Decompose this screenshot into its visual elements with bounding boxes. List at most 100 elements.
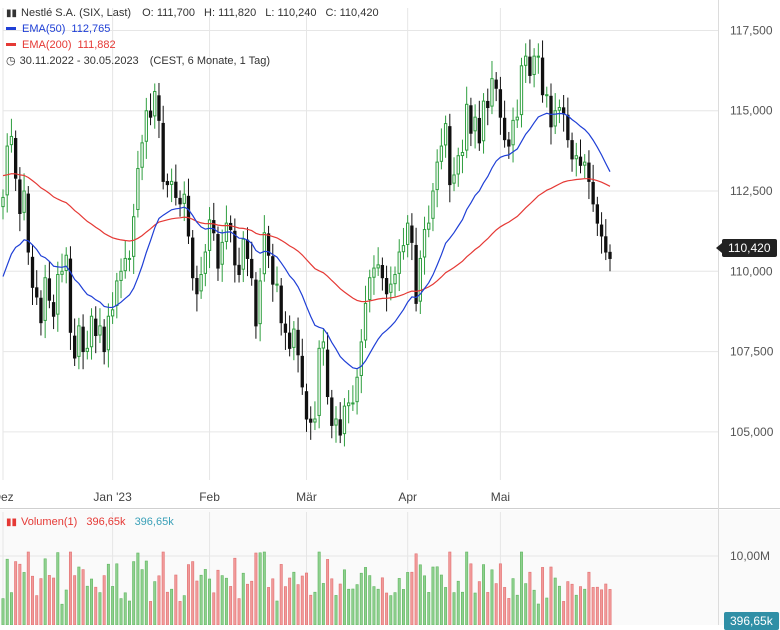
candle-body bbox=[26, 193, 30, 253]
candle-body bbox=[549, 95, 553, 128]
candle-body bbox=[498, 89, 503, 118]
volume-bar bbox=[583, 588, 587, 625]
volume-bar bbox=[275, 600, 279, 625]
volume-bar bbox=[203, 569, 207, 625]
volume-bar bbox=[579, 586, 582, 625]
volume-bar bbox=[553, 577, 557, 625]
candle-body bbox=[85, 347, 89, 352]
volume-bar bbox=[401, 589, 405, 625]
volume-bar bbox=[330, 578, 334, 625]
candle-body bbox=[342, 405, 347, 435]
candle-body bbox=[418, 257, 422, 302]
candle-body bbox=[35, 287, 39, 298]
volume-bar bbox=[296, 584, 300, 625]
volume-bar bbox=[246, 583, 249, 625]
volume-bar bbox=[229, 586, 233, 625]
candle-body bbox=[578, 156, 583, 166]
volume-bar bbox=[241, 572, 245, 625]
candle-body bbox=[427, 222, 431, 230]
candle-body bbox=[304, 391, 309, 420]
volume-bar bbox=[279, 564, 283, 625]
last-volume-tag: 396,65k bbox=[724, 612, 779, 630]
candle-body bbox=[359, 341, 363, 376]
candle-body bbox=[136, 168, 140, 210]
price-tick-label: 117,500 bbox=[730, 23, 773, 37]
volume-bar bbox=[127, 600, 131, 625]
candle-body bbox=[60, 270, 64, 275]
volume-bar bbox=[300, 575, 304, 625]
candle-body bbox=[524, 55, 528, 66]
volume-bar bbox=[85, 585, 89, 625]
candle-body bbox=[351, 402, 355, 405]
time-tick-label: Mär bbox=[296, 490, 317, 504]
candle-body bbox=[275, 283, 279, 286]
candle-body bbox=[591, 182, 595, 205]
candle-body bbox=[595, 204, 600, 224]
low-label: L: bbox=[265, 7, 275, 19]
volume-bar bbox=[94, 586, 98, 625]
volume-bar bbox=[587, 571, 591, 625]
candle-body bbox=[43, 277, 47, 321]
volume-bar bbox=[136, 552, 140, 625]
candle-body bbox=[258, 280, 262, 325]
candle-body bbox=[56, 274, 60, 315]
volume-bar bbox=[511, 578, 515, 625]
candle-body bbox=[266, 233, 271, 256]
candle-body bbox=[279, 285, 283, 324]
volume-bar bbox=[376, 588, 380, 625]
candle-body bbox=[380, 265, 385, 279]
time-tick-label: Mai bbox=[491, 490, 510, 504]
volume-bar bbox=[326, 559, 330, 625]
volume-bar bbox=[604, 583, 608, 625]
volume-bar bbox=[199, 574, 203, 625]
candle-body bbox=[169, 180, 174, 185]
candle-body bbox=[271, 256, 275, 285]
volume-bar bbox=[541, 567, 545, 625]
price-tick-label: 112,500 bbox=[730, 184, 773, 198]
volume-bar bbox=[490, 569, 494, 625]
candle-body bbox=[13, 138, 18, 179]
volume-bar bbox=[385, 592, 389, 625]
volume-bar bbox=[566, 581, 570, 625]
volume-icon: ▮▮ bbox=[6, 517, 18, 528]
price-panel bbox=[0, 0, 780, 508]
candle-body bbox=[460, 151, 465, 157]
candle-body bbox=[77, 325, 81, 357]
candle-body bbox=[317, 347, 321, 416]
candle-body bbox=[115, 280, 119, 306]
legend-ema50[interactable]: EMA(50) 112,765 bbox=[6, 22, 110, 36]
volume-bar bbox=[267, 587, 271, 625]
volume-bar bbox=[14, 561, 18, 625]
volume-bar bbox=[461, 591, 464, 625]
candle-body bbox=[144, 110, 148, 142]
volume-bar bbox=[187, 564, 190, 625]
volume-bar bbox=[321, 583, 325, 625]
candle-body bbox=[178, 197, 182, 205]
legend-ema200[interactable]: EMA(200) 111,882 bbox=[6, 38, 116, 52]
volume-bar bbox=[111, 586, 115, 625]
volume-bar bbox=[431, 566, 435, 625]
volume-bar bbox=[182, 595, 186, 625]
volume-bar bbox=[216, 569, 220, 625]
candle-body bbox=[507, 139, 511, 147]
volume-bar bbox=[532, 589, 536, 625]
candle-body bbox=[599, 224, 604, 237]
volume-bar bbox=[305, 572, 308, 625]
volume-bar bbox=[98, 592, 102, 625]
volume-bar bbox=[18, 563, 22, 625]
volume-bar bbox=[389, 595, 393, 625]
candle-body bbox=[157, 95, 161, 121]
volume-bar bbox=[140, 569, 144, 625]
volume-bar bbox=[317, 551, 321, 625]
candle-body bbox=[241, 238, 245, 270]
volume-bar bbox=[486, 592, 490, 625]
candle-body bbox=[110, 309, 115, 317]
ema200-label: EMA(200) bbox=[22, 39, 72, 51]
volume-bar bbox=[494, 583, 498, 625]
candle-body bbox=[182, 193, 186, 204]
clock-icon: ◷ bbox=[6, 55, 16, 67]
volume-bar bbox=[64, 589, 68, 625]
candle-body bbox=[376, 264, 380, 269]
candle-body bbox=[64, 254, 68, 271]
